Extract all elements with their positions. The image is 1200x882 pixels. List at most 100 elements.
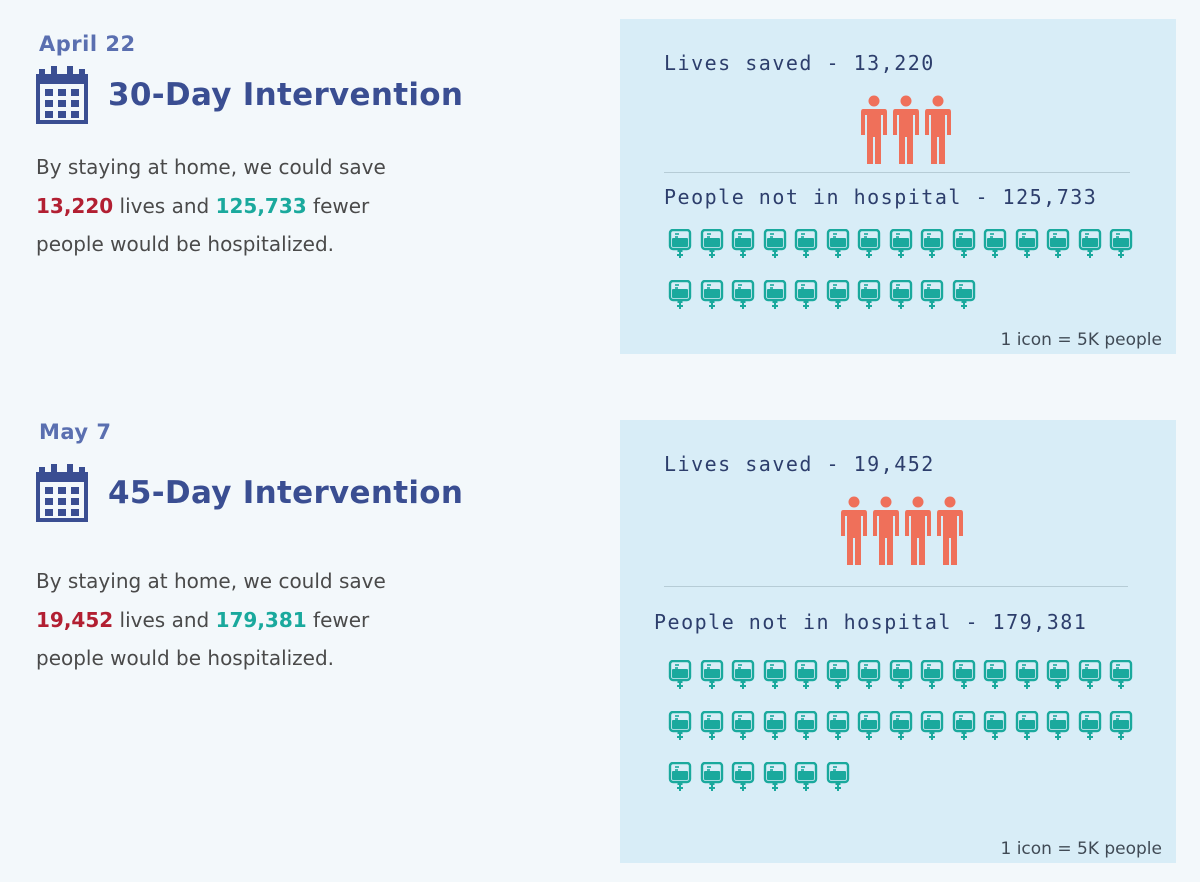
section-heading: 45-Day Intervention bbox=[36, 464, 463, 522]
iv-bag-icon bbox=[763, 660, 786, 689]
section-description: By staying at home, we could save 19,452… bbox=[36, 562, 456, 678]
iv-bag-icon bbox=[668, 762, 692, 791]
iv-bag-icon bbox=[794, 711, 818, 740]
person-icon bbox=[893, 95, 919, 164]
iv-bag-icon bbox=[952, 229, 975, 258]
iv-bag-icon bbox=[700, 711, 723, 740]
iv-bag-icon bbox=[668, 711, 692, 740]
iv-bag-icon bbox=[952, 660, 975, 689]
iv-bag-icon bbox=[1046, 660, 1070, 689]
infographic-panel: Lives saved - 19,452 People not in hospi… bbox=[620, 420, 1176, 863]
panel-divider bbox=[664, 172, 1130, 173]
desc-fewer-word: fewer bbox=[313, 607, 370, 632]
lives-saved-value: 19,452 bbox=[36, 607, 114, 632]
desc-end: people would be hospitalized. bbox=[36, 232, 335, 256]
lives-saved-label: Lives saved - 19,452 bbox=[664, 452, 935, 476]
iv-bag-icon-grid bbox=[668, 229, 1148, 310]
iv-bag-icon bbox=[983, 229, 1007, 258]
person-icon bbox=[905, 496, 931, 565]
panel-divider bbox=[664, 586, 1128, 587]
person-icon bbox=[937, 496, 963, 565]
iv-bag-icon bbox=[794, 280, 818, 309]
desc-lives-word: lives and bbox=[119, 193, 210, 218]
icon-legend-note: 1 icon = 5K people bbox=[1000, 330, 1162, 350]
lives-saved-value: 13,220 bbox=[36, 193, 114, 218]
person-icon-row bbox=[840, 496, 964, 566]
iv-bag-icon bbox=[731, 660, 755, 689]
iv-bag-icon bbox=[668, 660, 692, 689]
iv-bag-icon bbox=[668, 280, 692, 309]
iv-bag-icon bbox=[857, 711, 881, 740]
iv-bag-icon bbox=[763, 229, 786, 258]
person-icon bbox=[873, 496, 899, 565]
lives-saved-label: Lives saved - 13,220 bbox=[664, 51, 935, 75]
hospital-label: People not in hospital - 125,733 bbox=[664, 185, 1098, 209]
iv-bag-icon bbox=[920, 711, 944, 740]
iv-bag-icon bbox=[889, 229, 912, 258]
iv-bag-icon bbox=[1015, 229, 1038, 258]
section-title: 45-Day Intervention bbox=[108, 475, 464, 511]
iv-bag-icon bbox=[889, 280, 912, 309]
iv-bag-icon bbox=[920, 660, 944, 689]
iv-bag-icon bbox=[889, 660, 912, 689]
iv-bag-icon bbox=[920, 280, 944, 309]
iv-bag-icon bbox=[731, 711, 755, 740]
person-icon bbox=[841, 496, 867, 565]
iv-bag-icon bbox=[952, 280, 975, 309]
iv-bag-icon bbox=[700, 280, 723, 309]
iv-bag-icon bbox=[983, 711, 1007, 740]
iv-bag-icon bbox=[668, 229, 692, 258]
desc-end: people would be hospitalized. bbox=[36, 646, 335, 670]
section-title: 30-Day Intervention bbox=[108, 77, 464, 113]
iv-bag-icon bbox=[763, 280, 786, 309]
iv-bag-icon bbox=[794, 660, 818, 689]
iv-bag-icon bbox=[1078, 711, 1101, 740]
intervention-section-45-day: May 7 45-Day Intervention By staying at … bbox=[0, 400, 1200, 882]
section-date: May 7 bbox=[39, 420, 112, 444]
iv-bag-icon bbox=[857, 660, 881, 689]
infographic-panel: Lives saved - 13,220 People not in hospi… bbox=[620, 19, 1176, 354]
iv-bag-icon bbox=[1109, 660, 1133, 689]
iv-bag-icon bbox=[889, 711, 912, 740]
desc-intro: By staying at home, we could save bbox=[36, 569, 386, 593]
iv-bag-icon bbox=[794, 762, 818, 791]
iv-bag-icon bbox=[1109, 711, 1133, 740]
hospital-value: 179,381 bbox=[215, 607, 307, 632]
person-icon bbox=[861, 95, 887, 164]
iv-bag-icon bbox=[826, 280, 849, 309]
iv-bag-icon bbox=[920, 229, 944, 258]
iv-bag-icon bbox=[1046, 229, 1070, 258]
iv-bag-icon bbox=[1078, 229, 1101, 258]
intervention-section-30-day: April 22 30-Day Intervention By staying … bbox=[0, 0, 1200, 370]
section-description: By staying at home, we could save 13,220… bbox=[36, 148, 456, 264]
iv-bag-icon bbox=[731, 280, 755, 309]
iv-bag-icon bbox=[1046, 711, 1070, 740]
iv-bag-icon bbox=[826, 660, 849, 689]
iv-bag-icon-grid bbox=[668, 660, 1148, 792]
iv-bag-icon bbox=[763, 711, 786, 740]
person-icon bbox=[925, 95, 951, 164]
iv-bag-icon bbox=[1109, 229, 1133, 258]
calendar-icon bbox=[36, 464, 88, 522]
desc-lives-word: lives and bbox=[119, 607, 210, 632]
iv-bag-icon bbox=[700, 762, 723, 791]
icon-legend-note: 1 icon = 5K people bbox=[1000, 839, 1162, 859]
iv-bag-icon bbox=[1015, 660, 1038, 689]
iv-bag-icon bbox=[826, 711, 849, 740]
iv-bag-icon bbox=[826, 762, 849, 791]
iv-bag-icon bbox=[952, 711, 975, 740]
iv-bag-icon bbox=[1078, 660, 1101, 689]
desc-intro: By staying at home, we could save bbox=[36, 155, 386, 179]
iv-bag-icon bbox=[1015, 711, 1038, 740]
iv-bag-icon bbox=[857, 280, 881, 309]
desc-fewer-word: fewer bbox=[313, 193, 370, 218]
iv-bag-icon bbox=[731, 229, 755, 258]
person-icon-row bbox=[860, 95, 952, 165]
hospital-label: People not in hospital - 179,381 bbox=[654, 610, 1088, 634]
iv-bag-icon bbox=[731, 762, 755, 791]
iv-bag-icon bbox=[700, 660, 723, 689]
iv-bag-icon bbox=[857, 229, 881, 258]
section-heading: 30-Day Intervention bbox=[36, 66, 463, 124]
iv-bag-icon bbox=[700, 229, 723, 258]
calendar-icon bbox=[36, 66, 88, 124]
